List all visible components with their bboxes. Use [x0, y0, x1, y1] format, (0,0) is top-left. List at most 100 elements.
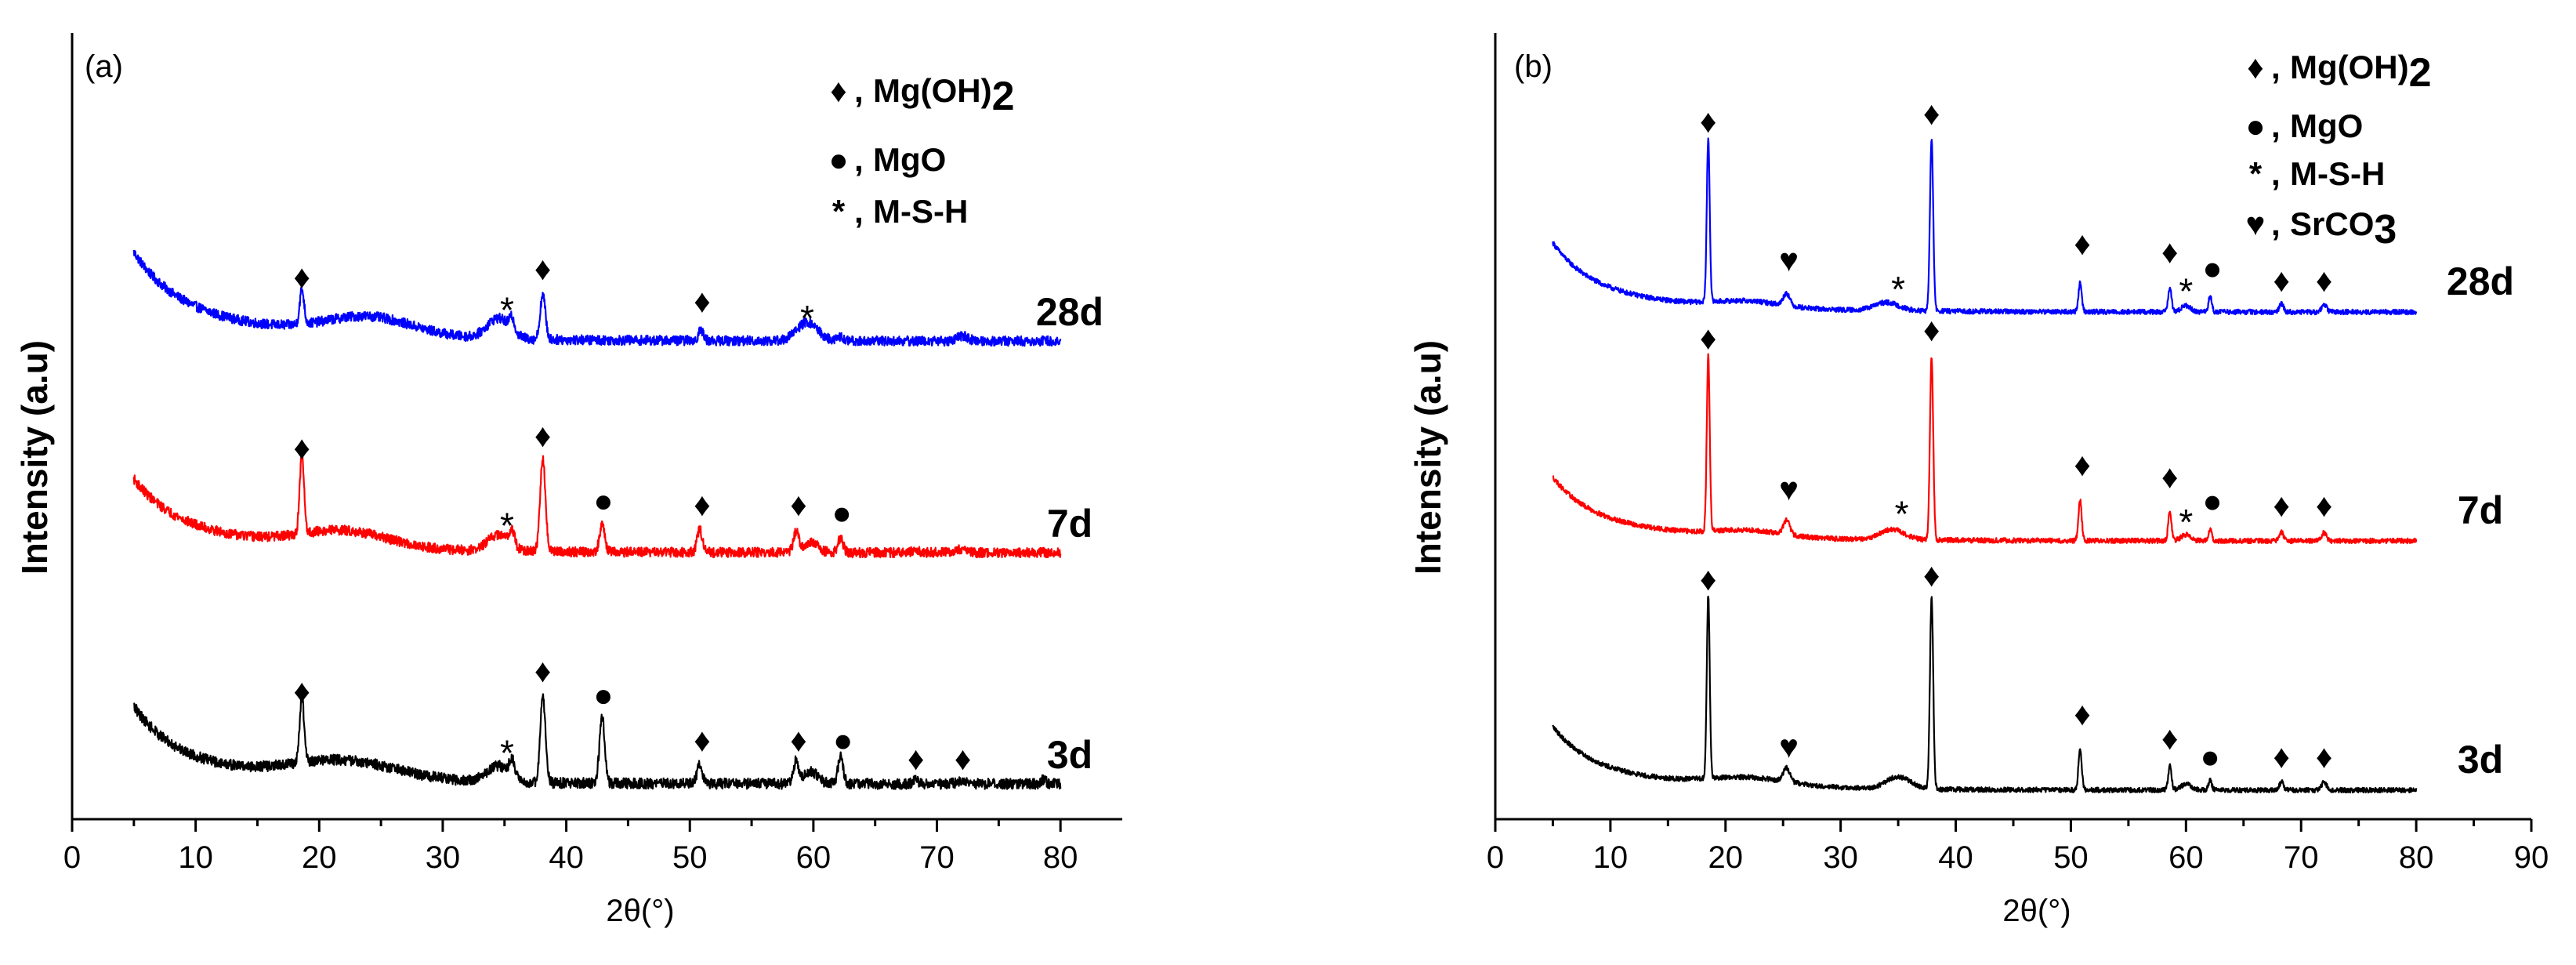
peak-marker: ♦ — [1923, 311, 1940, 348]
x-tick-label: 40 — [549, 840, 584, 875]
legend-label: Mg(OH)2 — [2290, 49, 2432, 96]
peak-marker: ♥ — [1779, 241, 1799, 278]
peak-marker: * — [2179, 270, 2193, 311]
x-tick-label: 90 — [2514, 840, 2549, 875]
x-axis-title: 2θ(°) — [2002, 894, 2071, 928]
legend-comma: , — [854, 193, 864, 230]
x-tick-label: 70 — [919, 840, 955, 875]
x-tick-label: 0 — [63, 840, 81, 875]
peak-marker: ♦ — [2074, 446, 2090, 483]
series-label: 28d — [1036, 290, 1103, 334]
legend-symbol: * — [832, 193, 846, 230]
peak-marker: ♦ — [294, 673, 310, 709]
peak-marker: ♥ — [1779, 727, 1799, 764]
x-tick-label: 40 — [1938, 840, 1973, 875]
legend-comma: , — [854, 141, 864, 178]
series-line-7d — [1552, 353, 2418, 545]
peak-marker: ♦ — [1700, 560, 1716, 597]
legend-symbol: ● — [828, 141, 848, 178]
peak-marker: ♦ — [790, 486, 806, 523]
peak-marker: ♦ — [2316, 262, 2332, 299]
legend-label: MgO — [2290, 107, 2363, 144]
peak-marker: ● — [831, 495, 851, 531]
x-axis-title: 2θ(°) — [606, 894, 674, 928]
x-tick-label: 60 — [796, 840, 831, 875]
peak-marker: ♦ — [294, 429, 310, 466]
legend-symbol: ♥ — [2246, 205, 2266, 242]
peak-marker: * — [2179, 502, 2193, 542]
legend-symbol: ● — [2245, 107, 2265, 144]
x-tick-label: 80 — [2399, 840, 2434, 875]
peak-marker: * — [1891, 269, 1905, 310]
peak-marker: ♦ — [694, 283, 710, 320]
peak-marker: ♦ — [534, 417, 551, 454]
peak-marker: ♦ — [1923, 95, 1940, 132]
x-tick-label: 50 — [2053, 840, 2089, 875]
peak-marker: ♦ — [955, 740, 971, 777]
peak-marker: ♦ — [2161, 234, 2178, 270]
y-axis-title: Intensity (a.u) — [1408, 340, 1448, 575]
peak-marker: ♦ — [2316, 487, 2332, 524]
peak-marker: * — [800, 298, 814, 339]
series-label: 7d — [2458, 488, 2503, 532]
peak-marker: * — [1895, 494, 1909, 535]
series-line-3d — [1552, 595, 2418, 794]
legend-symbol: ♦ — [830, 72, 846, 109]
x-tick-label: 20 — [1708, 840, 1744, 875]
legend-label: Mg(OH)2 — [873, 72, 1015, 119]
peak-marker: ♦ — [534, 652, 551, 689]
series-line-3d — [132, 692, 1062, 790]
x-tick-label: 30 — [426, 840, 461, 875]
x-tick-label: 0 — [1487, 840, 1504, 875]
panel-b: 0 10 20 30 40 50 60 70 80 90 2θ(°) Intensity (a.u) (… — [1408, 33, 2549, 928]
peak-marker: ♦ — [694, 486, 710, 523]
peak-marker: ♦ — [294, 258, 310, 295]
panel-label: (b) — [1514, 49, 1552, 84]
peak-marker: ♦ — [2273, 487, 2290, 524]
x-tick-label: 80 — [1043, 840, 1078, 875]
peak-marker: ♦ — [2161, 720, 2178, 756]
x-tick-label: 50 — [672, 840, 708, 875]
x-tick-label: 10 — [1593, 840, 1629, 875]
legend-comma: , — [854, 72, 864, 109]
legend-symbol: ♦ — [2247, 49, 2263, 85]
legend-label: MgO — [873, 141, 946, 178]
series-label: 3d — [1047, 733, 1092, 777]
peak-marker: ♦ — [2161, 458, 2178, 495]
peak-marker: ♦ — [2316, 738, 2332, 775]
peak-marker: ● — [593, 677, 613, 713]
x-tick-label: 10 — [178, 840, 213, 875]
legend-label: SrCO3 — [2290, 205, 2397, 252]
peak-marker: ● — [833, 721, 853, 758]
peak-marker: ♦ — [908, 740, 924, 777]
x-tick-label: 60 — [2168, 840, 2204, 875]
series-label: 3d — [2458, 738, 2503, 782]
x-tick-label: 70 — [2284, 840, 2319, 875]
peak-marker: ♦ — [790, 721, 806, 758]
legend-comma: , — [2271, 155, 2281, 192]
peak-marker: ♦ — [2074, 695, 2090, 732]
legend-symbol: * — [2249, 155, 2263, 192]
peak-marker: * — [500, 506, 514, 546]
y-axis-title: Intensity (a.u) — [14, 340, 55, 575]
peak-marker: ♦ — [534, 250, 551, 287]
peak-marker: ♦ — [2273, 262, 2290, 299]
peak-marker: ♦ — [1923, 557, 1940, 593]
legend-comma: , — [2271, 49, 2281, 85]
peak-marker: * — [500, 289, 514, 330]
peak-marker: ♦ — [694, 721, 710, 758]
legend-label: M-S-H — [873, 193, 968, 230]
legend-comma: , — [2271, 205, 2281, 242]
series-line-28d — [1552, 137, 2418, 316]
peak-marker: ♦ — [1700, 103, 1716, 140]
series-line-7d — [132, 453, 1062, 559]
peak-marker: ● — [2200, 738, 2219, 775]
peak-marker: ♦ — [2074, 225, 2090, 262]
x-tick-label: 30 — [1823, 840, 1858, 875]
peak-marker: ● — [593, 482, 613, 519]
panel-label: (a) — [85, 49, 123, 84]
peak-marker: ♦ — [2273, 738, 2290, 775]
series-label: 28d — [2447, 259, 2514, 303]
